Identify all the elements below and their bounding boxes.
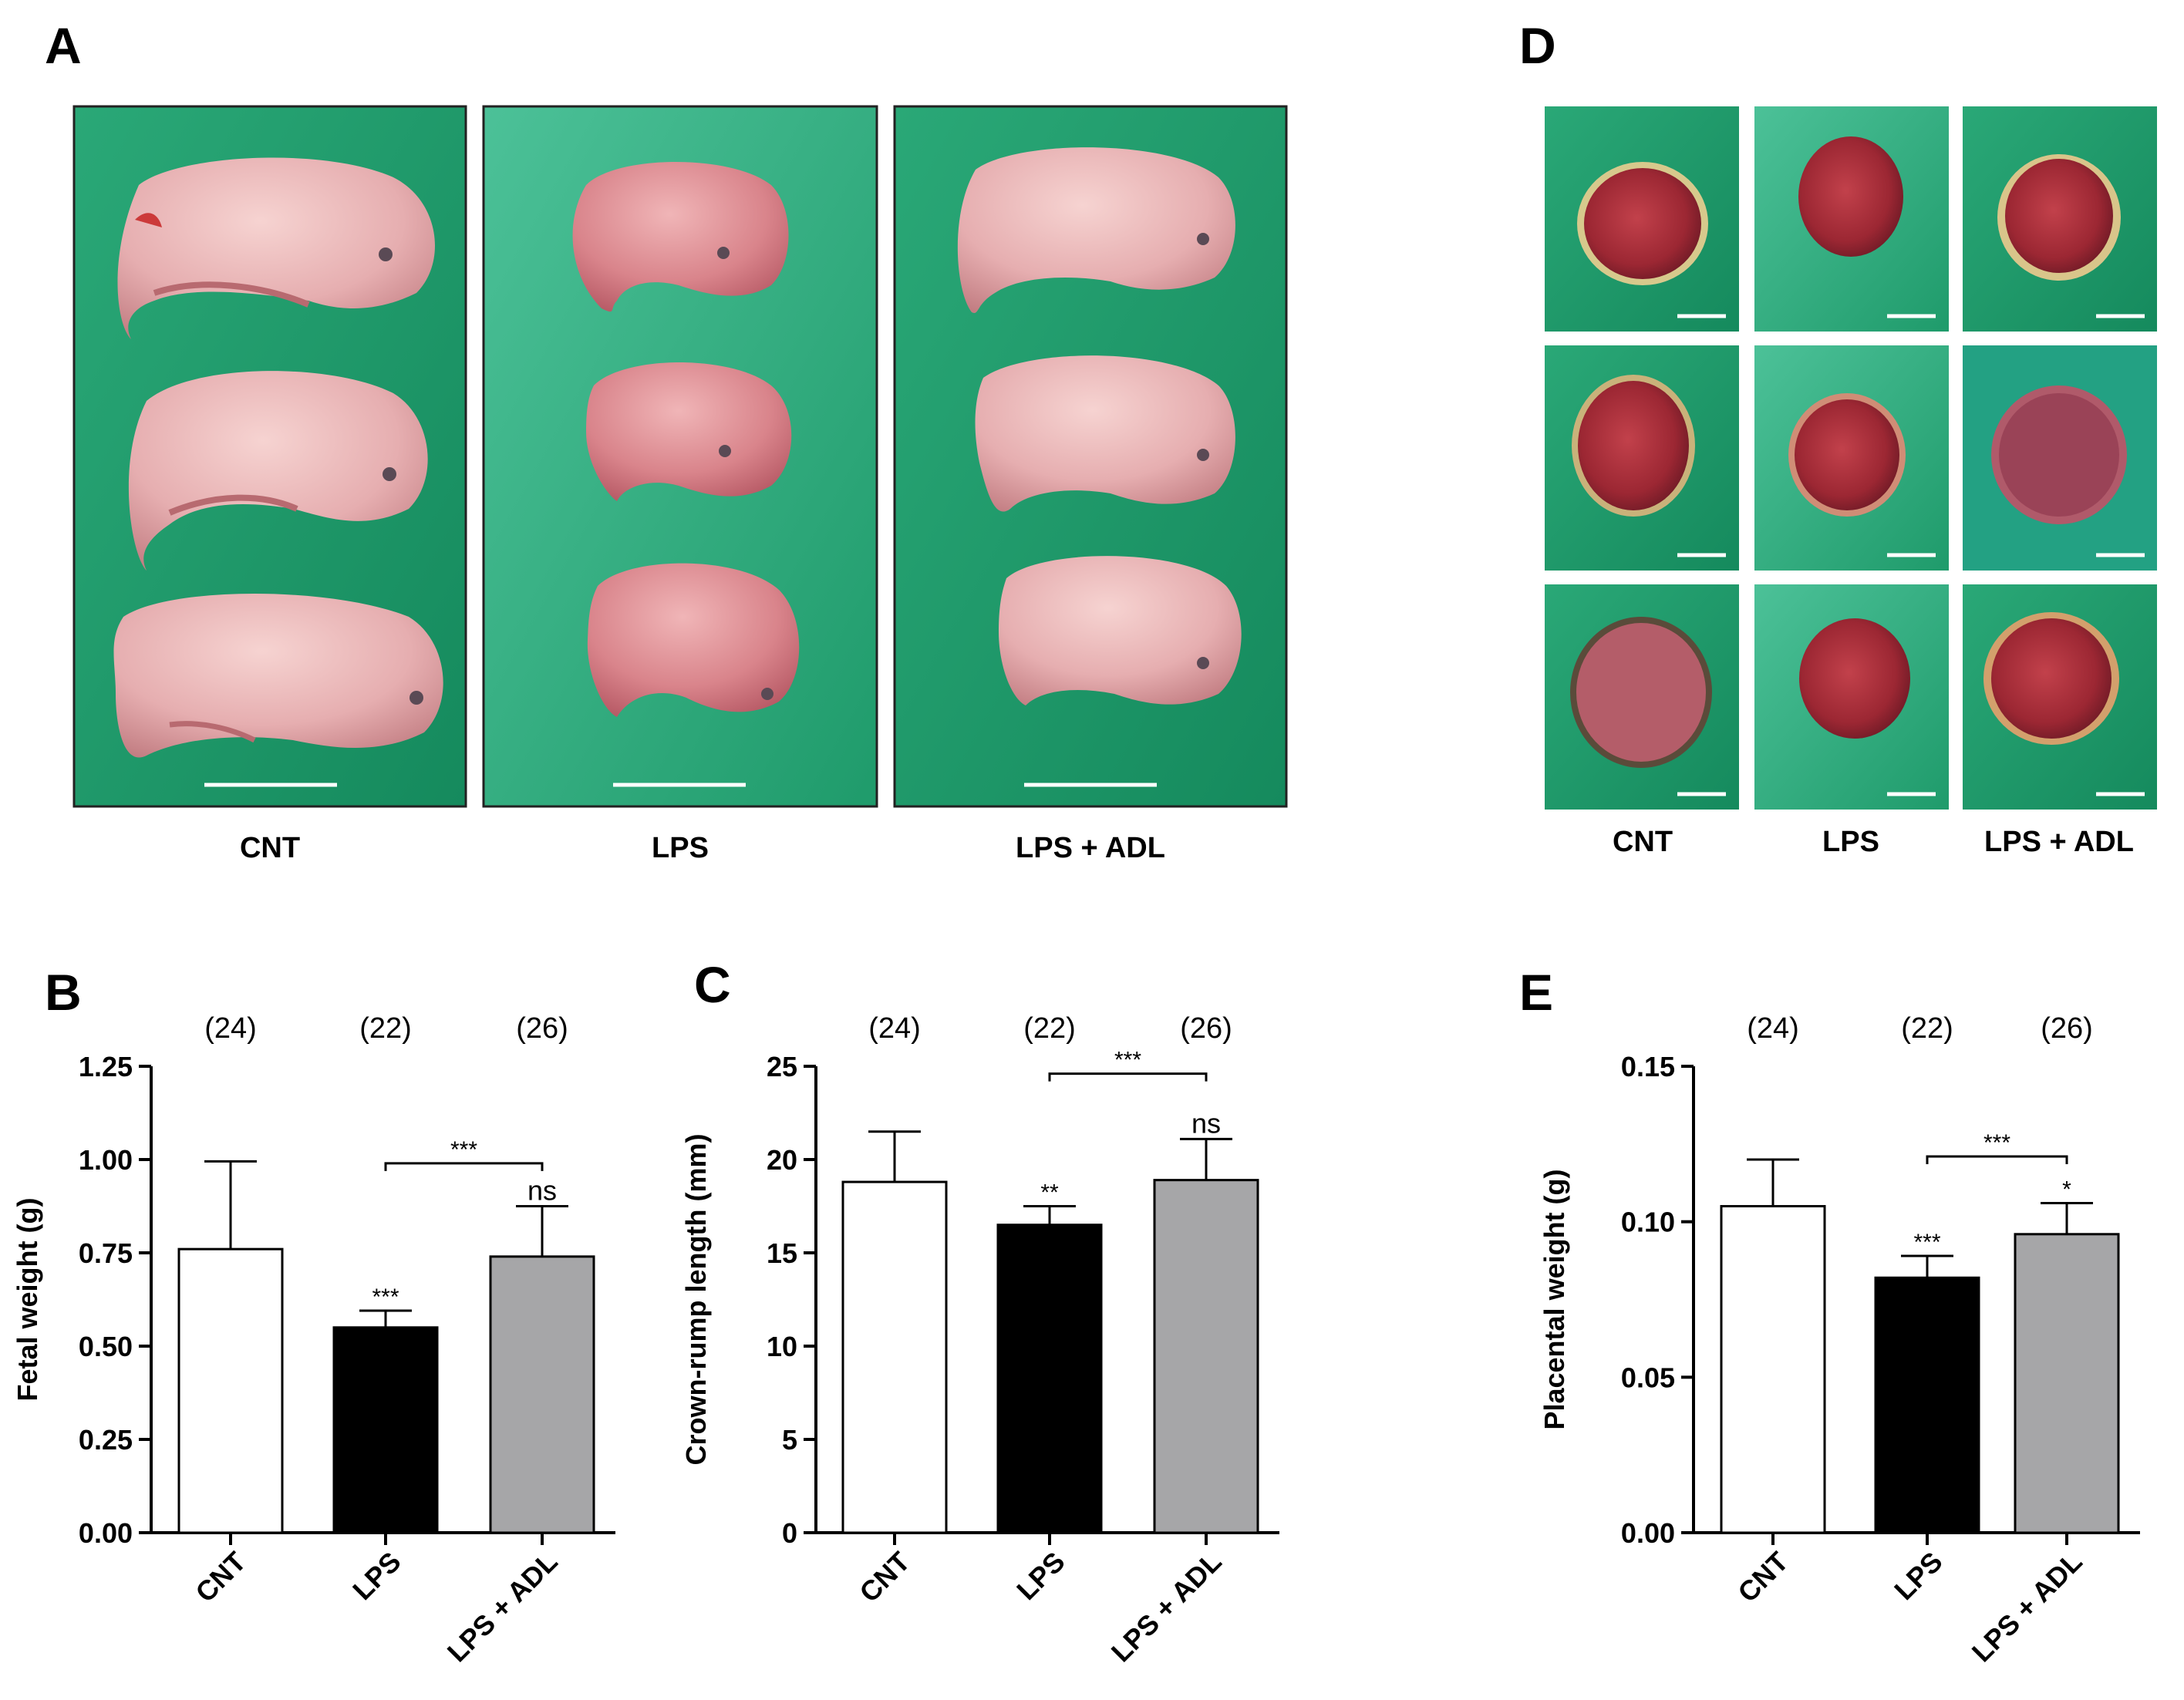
bracket-label: *** — [1983, 1130, 2010, 1156]
y-tick-label: 0 — [782, 1517, 797, 1549]
chart-placental-weight: 0.00 0.05 0.10 0.15 Placental weight (g) (24)… — [1539, 1012, 2140, 1668]
x-tick-label: CNT — [1731, 1546, 1794, 1608]
placenta-lps-3 — [1754, 584, 1949, 810]
bar-lps — [996, 1224, 1103, 1534]
panel-d-label-cnt: CNT — [1613, 826, 1673, 858]
n-label: (24) — [204, 1012, 257, 1045]
n-label: (22) — [1901, 1012, 1953, 1045]
bar-cnt — [177, 1247, 284, 1534]
x-tick-label: LPS + ADL — [1105, 1546, 1228, 1668]
panel-letter-a: A — [45, 17, 82, 74]
n-label: (22) — [1023, 1012, 1076, 1045]
panel-a-photos — [72, 105, 1288, 808]
panel-d-photos — [1545, 106, 2157, 810]
fetus-lps-1 — [572, 162, 789, 312]
significance-mark: * — [2062, 1177, 2071, 1202]
fetus-adl-3 — [999, 556, 1242, 705]
photo-cnt-fetuses — [72, 105, 467, 808]
x-tick-label: LPS — [1010, 1546, 1070, 1606]
y-tick-label: 1.00 — [79, 1144, 133, 1176]
placenta-cnt-2 — [1545, 345, 1739, 571]
significance-mark: *** — [372, 1284, 399, 1310]
n-label: (26) — [516, 1012, 568, 1045]
significance-mark: ** — [1040, 1180, 1059, 1206]
significance-bracket — [1926, 1155, 2068, 1164]
y-tick-label: 0.00 — [1621, 1517, 1675, 1549]
y-tick-label: 15 — [767, 1237, 797, 1269]
significance-mark: *** — [1913, 1230, 1940, 1255]
placenta-adl-1 — [1963, 106, 2157, 332]
fetus-adl-2 — [975, 355, 1235, 512]
placenta-adl-2 — [1963, 345, 2157, 571]
x-tick-label: CNT — [189, 1546, 251, 1608]
x-tick-label: LPS + ADL — [441, 1546, 564, 1668]
significance-mark: ns — [1191, 1107, 1221, 1139]
y-tick-label: 0.25 — [79, 1424, 133, 1456]
bar-lps-adl — [489, 1255, 595, 1534]
x-tick-label: CNT — [853, 1546, 915, 1608]
bar-lps — [1874, 1276, 1980, 1534]
panel-a-label-cnt: CNT — [240, 832, 300, 864]
bracket-label: *** — [450, 1137, 477, 1163]
fetus-cnt-1 — [117, 157, 435, 339]
panel-d-label-lps: LPS — [1822, 826, 1879, 858]
y-tick-label: 20 — [767, 1144, 797, 1176]
y-tick-label: 0.10 — [1621, 1207, 1675, 1238]
y-tick-label: 10 — [767, 1331, 797, 1362]
y-tick-label: 25 — [767, 1051, 797, 1082]
fetus-lps-2 — [586, 362, 792, 501]
bar-lps-adl — [2014, 1233, 2120, 1534]
y-tick-label: 0.15 — [1621, 1051, 1675, 1082]
n-label: (22) — [359, 1012, 412, 1045]
significance-bracket — [1048, 1072, 1208, 1082]
x-tick-label: LPS + ADL — [1966, 1546, 2088, 1668]
placenta-lps-1 — [1754, 106, 1949, 332]
bar-cnt — [841, 1180, 948, 1534]
fetus-cnt-2 — [128, 371, 428, 571]
n-label: (24) — [868, 1012, 921, 1045]
y-tick-label: 0.75 — [79, 1237, 133, 1269]
y-tick-label: 0.50 — [79, 1331, 133, 1362]
panel-d-label-lps-adl: LPS + ADL — [1984, 826, 2134, 858]
chart-crown-rump-length: 0 5 10 15 20 25 Crown-rump length (mm) (24) CNT *… — [680, 1012, 1279, 1668]
panel-letter-b: B — [45, 964, 82, 1021]
fetus-cnt-3 — [113, 594, 443, 758]
significance-bracket — [384, 1162, 544, 1171]
fetus-adl-1 — [957, 147, 1235, 313]
placenta-cnt-1 — [1545, 106, 1739, 332]
y-axis-label: Fetal weight (g) — [12, 1198, 43, 1402]
fetus-lps-3 — [587, 563, 800, 717]
y-tick-label: 0.05 — [1621, 1362, 1675, 1393]
y-axis-label: Crown-rump length (mm) — [680, 1134, 712, 1466]
placenta-lps-2 — [1754, 345, 1949, 571]
y-tick-label: 0.00 — [79, 1517, 133, 1549]
y-tick-label: 1.25 — [79, 1051, 133, 1082]
n-label: (26) — [2041, 1012, 2093, 1045]
panel-letter-c: C — [694, 956, 731, 1013]
placenta-cnt-3 — [1545, 584, 1739, 810]
y-tick-label: 5 — [782, 1424, 797, 1456]
x-tick-label: LPS — [346, 1546, 406, 1606]
photo-lps-fetuses — [482, 105, 878, 808]
bar-lps — [332, 1326, 439, 1534]
bracket-label: *** — [1114, 1048, 1141, 1073]
y-axis-label: Placental weight (g) — [1539, 1169, 1570, 1429]
panel-a-label-lps-adl: LPS + ADL — [1016, 832, 1165, 864]
chart-fetal-weight: 0.00 0.25 0.50 0.75 1.00 1.25 Fetal weight (g)… — [12, 1012, 615, 1668]
photo-lps-adl-fetuses — [893, 105, 1288, 808]
bar-lps-adl — [1153, 1179, 1259, 1534]
panel-letter-d: D — [1519, 17, 1556, 74]
significance-mark: ns — [527, 1175, 557, 1207]
panel-letter-e: E — [1519, 964, 1553, 1021]
panel-a-label-lps: LPS — [652, 832, 709, 864]
bar-cnt — [1720, 1205, 1826, 1534]
n-label: (26) — [1180, 1012, 1232, 1045]
placenta-adl-3 — [1963, 584, 2157, 810]
n-label: (24) — [1747, 1012, 1799, 1045]
x-tick-label: LPS — [1888, 1546, 1948, 1606]
